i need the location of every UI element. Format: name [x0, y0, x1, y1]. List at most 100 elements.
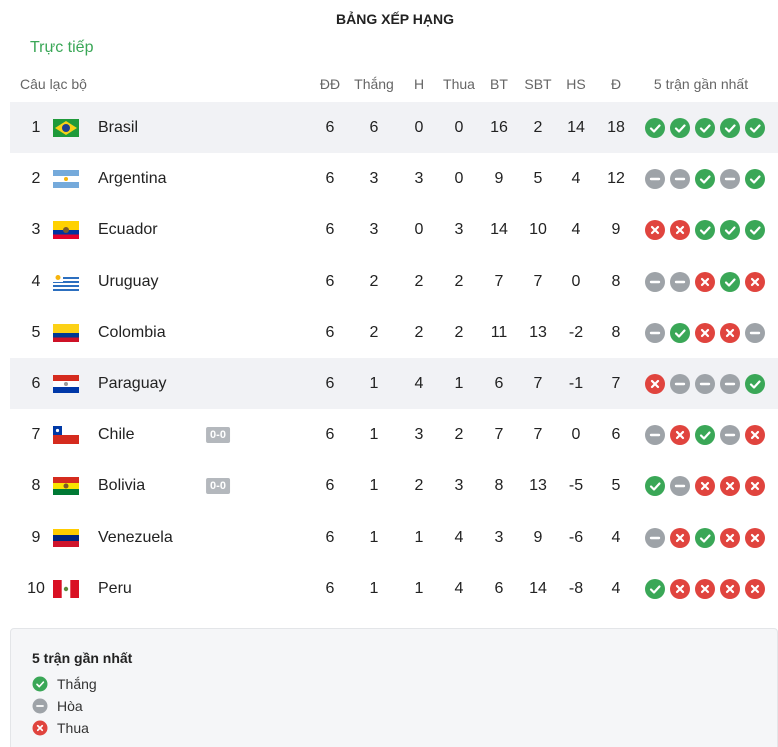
stat-gf: 7 [494, 426, 504, 444]
legend-label: Thua [57, 720, 89, 736]
form-icon [670, 476, 690, 497]
form-icon [645, 425, 665, 446]
stat-played: 6 [325, 477, 335, 495]
stat-ga: 13 [529, 323, 547, 341]
stat-pts: 8 [611, 323, 621, 341]
rank: 4 [31, 272, 41, 290]
form-icon [645, 374, 665, 394]
stat-gf: 14 [490, 221, 508, 239]
form-icon [720, 169, 740, 190]
form-icon [695, 425, 715, 446]
stat-ga: 10 [529, 221, 547, 239]
form-icon [745, 271, 765, 292]
team-name[interactable]: Argentina [98, 170, 167, 188]
form-icon [695, 220, 715, 241]
form-icon [670, 271, 690, 292]
team-name[interactable]: Ecuador [98, 221, 158, 239]
team-flag [53, 375, 79, 393]
stat-won: 1 [369, 477, 379, 495]
stat-won: 3 [369, 170, 379, 188]
column-header: Đ [610, 76, 622, 92]
stat-pts: 5 [611, 477, 621, 495]
rank: 3 [31, 221, 41, 239]
stat-lost: 2 [454, 426, 464, 444]
team-name[interactable]: Venezuela [98, 528, 173, 546]
stat-lost: 4 [454, 528, 464, 546]
live-tab[interactable]: Trực tiếp [30, 39, 94, 56]
form-icon [720, 425, 740, 446]
form-icon [745, 476, 765, 497]
team-name[interactable]: Peru [98, 579, 132, 597]
stat-gf: 7 [494, 272, 504, 290]
form-icon [720, 118, 740, 138]
form-icon [745, 169, 765, 190]
stat-drawn: 2 [414, 477, 424, 495]
stat-ga: 2 [533, 119, 543, 136]
stat-won: 1 [369, 528, 379, 546]
stat-pts: 8 [611, 272, 621, 290]
form-icon [695, 476, 715, 497]
form-icon [645, 118, 665, 138]
stat-ga: 7 [533, 272, 543, 290]
form-icon [720, 220, 740, 241]
stat-drawn: 3 [414, 426, 424, 444]
team-flag [53, 528, 79, 547]
legend-icon [32, 698, 48, 714]
stat-gd: 4 [571, 170, 581, 188]
stat-drawn: 4 [414, 375, 424, 392]
stat-drawn: 3 [414, 170, 424, 188]
form-icon [670, 578, 690, 599]
form-icon [720, 374, 740, 394]
form-icon [670, 169, 690, 190]
team-flag [53, 272, 79, 291]
form-icon [745, 425, 765, 446]
stat-won: 2 [369, 272, 379, 290]
team-flag [53, 323, 79, 342]
form-icon [645, 322, 665, 343]
stat-gf: 16 [490, 119, 508, 136]
stat-gd: 0 [571, 272, 581, 290]
column-header: ĐĐ [319, 76, 341, 92]
team-flag [53, 426, 79, 445]
stat-ga: 5 [533, 170, 543, 188]
stat-won: 1 [369, 375, 379, 392]
team-flag [53, 221, 79, 240]
team-name[interactable]: Chile [98, 426, 135, 444]
stat-gd: 14 [567, 119, 585, 136]
form-icon [645, 220, 665, 241]
stat-played: 6 [325, 170, 335, 188]
stat-ga: 7 [533, 375, 543, 392]
stat-gd: -2 [568, 323, 584, 341]
team-name[interactable]: Paraguay [98, 375, 167, 392]
stat-gd: 4 [571, 221, 581, 239]
team-name[interactable]: Bolivia [98, 477, 146, 495]
stat-played: 6 [325, 426, 335, 444]
stat-played: 6 [325, 375, 335, 392]
rank: 8 [31, 477, 41, 495]
stat-pts: 6 [611, 426, 621, 444]
legend-label: Hòa [57, 698, 83, 714]
team-name[interactable]: Uruguay [98, 272, 159, 290]
stat-ga: 9 [533, 528, 543, 546]
form-icon [745, 374, 765, 394]
stat-pts: 18 [607, 119, 625, 136]
team-name[interactable]: Brasil [98, 119, 139, 136]
stat-drawn: 0 [414, 119, 424, 136]
stat-won: 1 [369, 426, 379, 444]
stat-gf: 8 [494, 477, 504, 495]
team-flag [53, 119, 79, 137]
stat-gf: 6 [494, 375, 504, 392]
form-icon [720, 578, 740, 599]
stat-gf: 3 [494, 528, 504, 546]
team-name[interactable]: Colombia [98, 323, 166, 341]
stat-played: 6 [325, 119, 335, 136]
rank: 1 [31, 119, 41, 136]
form-icon [745, 578, 765, 599]
stat-gf: 6 [494, 579, 504, 597]
stat-pts: 4 [611, 528, 621, 546]
form-icon [670, 527, 690, 548]
stat-won: 1 [369, 579, 379, 597]
form-icon [645, 527, 665, 548]
form-icon [745, 322, 765, 343]
